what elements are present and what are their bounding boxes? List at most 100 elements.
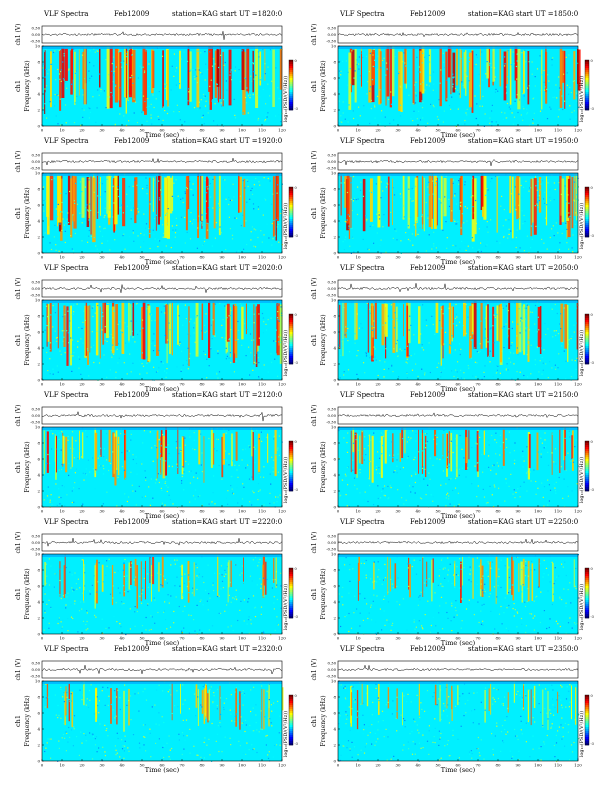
x-tick-label: 70 xyxy=(179,636,185,641)
colorbar-tick-label: -3 xyxy=(295,742,298,746)
x-tick-label: 0 xyxy=(337,636,340,641)
panel-date: Feb12009 xyxy=(410,10,446,18)
y-tick-label: 6 xyxy=(333,584,336,589)
y-tick-label: 6 xyxy=(37,711,40,716)
x-tick-label: 50 xyxy=(139,128,145,133)
x-tick-label: 20 xyxy=(79,382,85,387)
waveform-axis-label: ch1 (V) xyxy=(311,278,318,300)
x-axis-label: Time (sec) xyxy=(145,131,180,139)
y-tick-label: 0 xyxy=(37,505,40,510)
waveform-frame xyxy=(41,660,283,679)
panel-station: station=KAG xyxy=(172,391,218,399)
waveform-frame xyxy=(337,533,579,552)
y-tick-label: 4 xyxy=(333,346,336,351)
x-tick-label: 70 xyxy=(475,763,481,768)
panel-date: Feb12009 xyxy=(114,10,150,18)
y-tick-label: 4 xyxy=(333,473,336,478)
x-tick-label: 90 xyxy=(219,509,225,514)
waveform-tick-label: 0.00 xyxy=(328,32,337,37)
panel-start-time: start UT =2150:0 xyxy=(516,391,579,399)
panel-title: VLF Spectra xyxy=(340,137,385,145)
x-tick-label: 70 xyxy=(475,255,481,260)
y-tick-label: 4 xyxy=(37,219,40,224)
x-axis-label: Time (sec) xyxy=(441,512,476,520)
x-tick-label: 80 xyxy=(495,763,501,768)
x-tick-label: 50 xyxy=(435,763,441,768)
colorbar xyxy=(584,59,590,111)
y-tick-label: 10 xyxy=(35,171,41,176)
x-tick-label: 120 xyxy=(574,128,582,133)
waveform-trace xyxy=(41,284,283,294)
x-tick-label: 40 xyxy=(415,763,421,768)
y-tick-label: 2 xyxy=(333,743,336,748)
x-tick-label: 30 xyxy=(395,509,401,514)
y-tick-label: 4 xyxy=(333,92,336,97)
x-tick-label: 40 xyxy=(415,636,421,641)
x-tick-label: 120 xyxy=(278,636,286,641)
panel-title: VLF Spectra xyxy=(44,391,89,399)
y-axis-label: Frequency (kHz) xyxy=(320,695,327,746)
spectrogram-image xyxy=(338,173,579,254)
y-tick-label: 6 xyxy=(333,203,336,208)
x-tick-label: 110 xyxy=(554,382,562,387)
waveform-tick-label: 0.00 xyxy=(328,413,337,418)
channel-label: ch1 xyxy=(14,80,22,92)
panel-plot: 0.300.00 -0.30 ch1 (V) 0 2 4 6 8 10 ch1 Frequency … xyxy=(14,659,298,774)
x-tick-label: 90 xyxy=(515,255,521,260)
y-tick-label: 6 xyxy=(333,330,336,335)
x-tick-label: 40 xyxy=(119,763,125,768)
x-tick-label: 20 xyxy=(79,636,85,641)
panel-station: station=KAG xyxy=(468,10,514,18)
x-tick-label: 0 xyxy=(337,255,340,260)
colorbar xyxy=(288,59,294,111)
colorbar-tick-label: -3 xyxy=(295,234,298,238)
x-tick-label: 0 xyxy=(337,509,340,514)
x-tick-label: 20 xyxy=(375,636,381,641)
x-tick-label: 110 xyxy=(554,128,562,133)
waveform-frame xyxy=(41,533,283,552)
x-tick-label: 50 xyxy=(435,382,441,387)
x-tick-label: 90 xyxy=(515,636,521,641)
panel-plot: 0.300.00 -0.30 ch1 (V) 0 2 4 6 8 10 ch1 Frequency … xyxy=(310,24,594,139)
waveform-axis-label: ch1 (V) xyxy=(15,405,22,427)
x-tick-label: 80 xyxy=(199,636,205,641)
y-tick-label: 10 xyxy=(35,298,41,303)
x-tick-label: 50 xyxy=(139,382,145,387)
x-tick-label: 60 xyxy=(159,255,165,260)
y-tick-label: 0 xyxy=(37,124,40,129)
x-tick-label: 0 xyxy=(41,509,44,514)
y-tick-label: 4 xyxy=(333,727,336,732)
x-tick-label: 100 xyxy=(534,636,542,641)
y-tick-label: 2 xyxy=(37,743,40,748)
x-tick-label: 110 xyxy=(258,128,266,133)
x-tick-label: 70 xyxy=(475,382,481,387)
spectrogram-panel: VLF Spectra Feb12009 station=KAG start UT =… xyxy=(300,391,594,520)
spectrogram-panel: VLF Spectra Feb12009 station=KAG start UT =… xyxy=(4,10,298,139)
spectrogram-image xyxy=(42,173,283,254)
y-axis-label: Frequency (kHz) xyxy=(24,441,31,492)
waveform-tick-label: -0.30 xyxy=(30,39,40,44)
x-tick-label: 10 xyxy=(59,382,65,387)
panel-title: VLF Spectra xyxy=(340,10,385,18)
waveform-tick-label: 0.30 xyxy=(328,26,337,31)
panel-plot: 0.300.00 -0.30 ch1 (V) 0 2 4 6 8 10 ch1 Frequency … xyxy=(14,532,298,647)
x-tick-label: 90 xyxy=(515,509,521,514)
colorbar-label: log₁₀(PSD/(V²/Hz)) xyxy=(578,711,585,757)
colorbar-label: log₁₀(PSD/(V²/Hz)) xyxy=(282,330,289,376)
x-tick-label: 30 xyxy=(395,382,401,387)
colorbar xyxy=(584,313,590,365)
x-tick-label: 110 xyxy=(258,509,266,514)
waveform-tick-label: 0.30 xyxy=(328,407,337,412)
x-tick-label: 10 xyxy=(355,763,361,768)
channel-label: ch1 xyxy=(14,334,22,346)
x-tick-label: 90 xyxy=(219,128,225,133)
panel-start-time: start UT =2120:0 xyxy=(220,391,283,399)
panel-station: station=KAG xyxy=(468,645,514,653)
waveform-tick-label: 0.00 xyxy=(32,159,41,164)
waveform-tick-label: 0.30 xyxy=(32,26,41,31)
spectrogram-panel: VLF Spectra Feb12009 station=KAG start UT =… xyxy=(4,137,298,266)
colorbar xyxy=(288,313,294,365)
panel-plot: 0.300.00 -0.30 ch1 (V) 0 2 4 6 8 10 ch1 Frequency … xyxy=(310,532,594,647)
x-tick-label: 0 xyxy=(41,382,44,387)
x-tick-label: 70 xyxy=(475,509,481,514)
